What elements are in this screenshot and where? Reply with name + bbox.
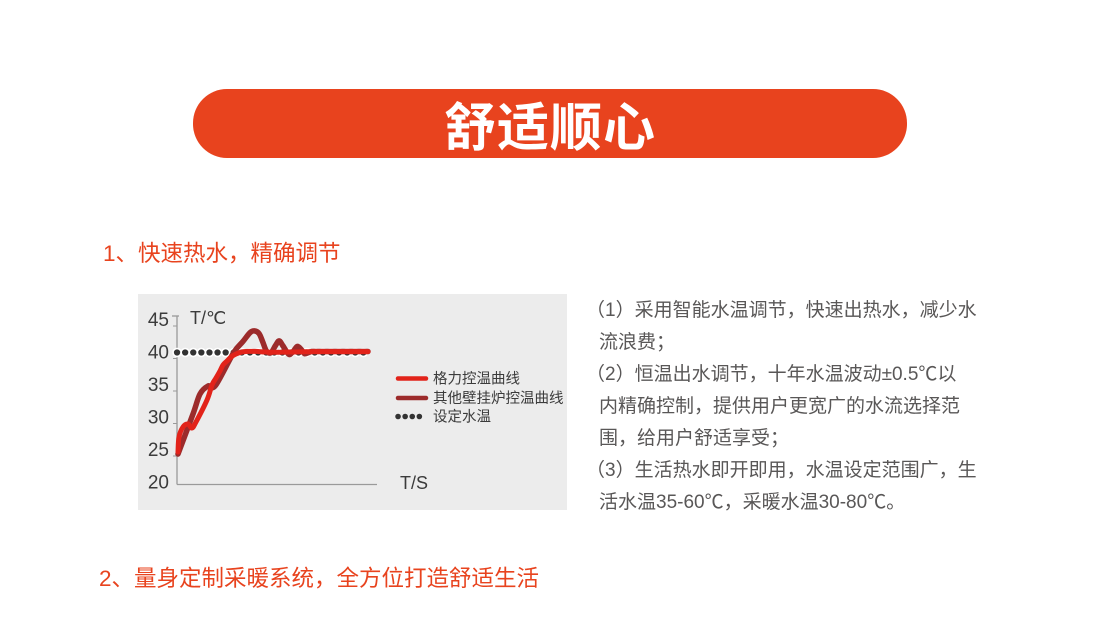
svg-text:T/℃: T/℃ bbox=[190, 308, 226, 328]
svg-text:T/S: T/S bbox=[400, 473, 428, 493]
svg-text:其他壁挂炉控温曲线: 其他壁挂炉控温曲线 bbox=[433, 390, 564, 407]
svg-text:设定水温: 设定水温 bbox=[433, 409, 491, 426]
svg-text:20: 20 bbox=[148, 473, 169, 494]
svg-text:25: 25 bbox=[148, 440, 169, 461]
svg-text:35: 35 bbox=[148, 375, 169, 396]
svg-text:40: 40 bbox=[148, 343, 169, 364]
svg-text:30: 30 bbox=[148, 408, 169, 429]
svg-text:格力控温曲线: 格力控温曲线 bbox=[433, 371, 520, 388]
svg-text:45: 45 bbox=[148, 310, 169, 331]
